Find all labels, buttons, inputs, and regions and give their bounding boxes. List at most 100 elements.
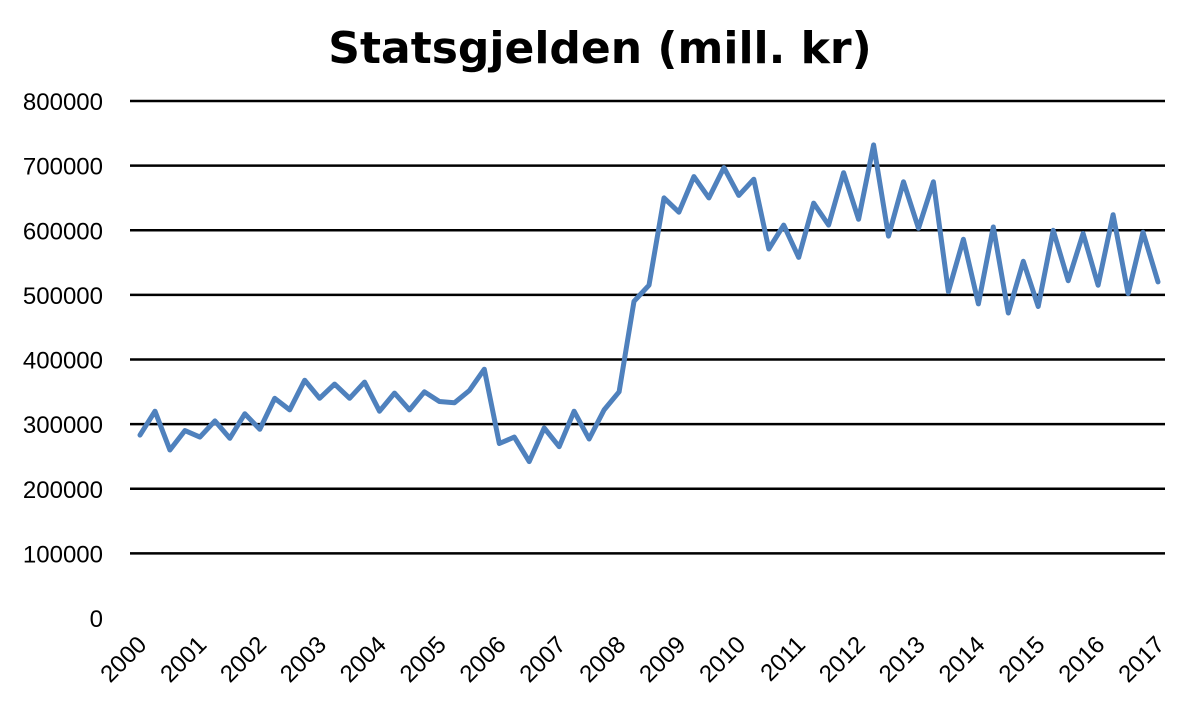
x-tick-label: 2003 — [275, 631, 332, 688]
data-point — [394, 393, 395, 394]
data-point — [933, 181, 934, 182]
data-point — [768, 248, 769, 249]
x-tick-label: 2002 — [215, 631, 272, 688]
data-point — [274, 398, 275, 399]
data-point — [1053, 230, 1054, 231]
data-point — [888, 236, 889, 237]
data-point — [663, 197, 664, 198]
series-group — [137, 142, 1161, 465]
y-tick-label: 400000 — [23, 348, 103, 375]
data-point — [604, 409, 605, 410]
data-point — [214, 420, 215, 421]
series-line — [137, 142, 1161, 465]
data-point — [858, 219, 859, 220]
data-point — [1113, 214, 1114, 215]
data-point — [903, 181, 904, 182]
data-point — [813, 203, 814, 204]
y-tick-label: 500000 — [23, 283, 103, 310]
data-point — [199, 437, 200, 438]
x-tick-label: 2000 — [95, 631, 152, 688]
data-point — [634, 301, 635, 302]
data-point — [184, 430, 185, 431]
data-point — [693, 176, 694, 177]
x-tick-label: 2015 — [994, 631, 1051, 688]
x-tick-label: 2010 — [694, 631, 751, 688]
data-point — [828, 225, 829, 226]
data-point — [1158, 281, 1159, 282]
x-tick-label: 2012 — [814, 631, 871, 688]
data-point — [723, 167, 724, 168]
data-point — [843, 172, 844, 173]
data-point — [379, 411, 380, 412]
y-tick-label: 300000 — [23, 412, 103, 439]
x-tick-label: 2005 — [395, 631, 452, 688]
data-point — [918, 228, 919, 229]
data-point — [514, 437, 515, 438]
data-point — [948, 291, 949, 292]
y-tick-label: 200000 — [23, 477, 103, 504]
data-point — [978, 303, 979, 304]
x-axis-tick-labels: 2000 2001 2002 2003 2004 2005 2006 2007 2008 2009… — [95, 631, 1170, 688]
data-point — [1038, 306, 1039, 307]
y-axis-tick-labels: 0 100000 200000 300000 400000 500000 600000 700… — [23, 89, 103, 633]
data-point — [289, 409, 290, 410]
y-tick-label: 600000 — [23, 218, 103, 245]
x-tick-label: 2006 — [455, 631, 512, 688]
data-point — [259, 429, 260, 430]
data-point — [544, 428, 545, 429]
data-point — [439, 401, 440, 402]
data-point — [649, 285, 650, 286]
data-point — [708, 197, 709, 198]
x-tick-label: 2007 — [515, 631, 572, 688]
data-point — [244, 413, 245, 414]
data-point — [574, 411, 575, 412]
y-tick-label: 100000 — [23, 541, 103, 568]
data-point — [783, 225, 784, 226]
x-tick-label: 2017 — [1113, 631, 1170, 688]
data-point — [1083, 233, 1084, 234]
data-point — [873, 144, 874, 145]
data-point — [678, 212, 679, 213]
y-tick-label: 800000 — [23, 89, 103, 116]
data-point — [963, 239, 964, 240]
data-point — [409, 409, 410, 410]
x-tick-label: 2001 — [155, 631, 212, 688]
data-point — [559, 446, 560, 447]
x-tick-label: 2011 — [755, 631, 811, 687]
data-point — [1023, 261, 1024, 262]
x-tick-label: 2016 — [1054, 631, 1111, 688]
data-point — [993, 227, 994, 228]
x-tick-label: 2004 — [335, 631, 392, 688]
data-point — [469, 390, 470, 391]
data-point — [304, 380, 305, 381]
data-point — [140, 435, 141, 436]
data-point — [319, 398, 320, 399]
data-point — [619, 391, 620, 392]
x-tick-label: 2013 — [874, 631, 931, 688]
data-point — [1128, 293, 1129, 294]
data-point — [529, 461, 530, 462]
data-point — [484, 369, 485, 370]
data-point — [1143, 232, 1144, 233]
data-point — [589, 438, 590, 439]
data-point — [1008, 312, 1009, 313]
x-tick-label: 2008 — [574, 631, 631, 688]
x-tick-label: 2009 — [634, 631, 691, 688]
data-point — [229, 438, 230, 439]
data-point — [753, 179, 754, 180]
data-point — [364, 382, 365, 383]
chart-title: Statsgjelden (mill. kr) — [328, 23, 871, 74]
data-point — [424, 391, 425, 392]
x-tick-label: 2014 — [934, 631, 991, 688]
data-point — [1098, 285, 1099, 286]
data-point — [1068, 280, 1069, 281]
data-point — [738, 195, 739, 196]
data-point — [454, 402, 455, 403]
gridlines — [130, 99, 1165, 555]
data-point — [499, 443, 500, 444]
y-tick-label: 700000 — [23, 154, 103, 181]
data-point — [349, 398, 350, 399]
y-tick-label: 0 — [90, 606, 103, 633]
data-point — [798, 257, 799, 258]
